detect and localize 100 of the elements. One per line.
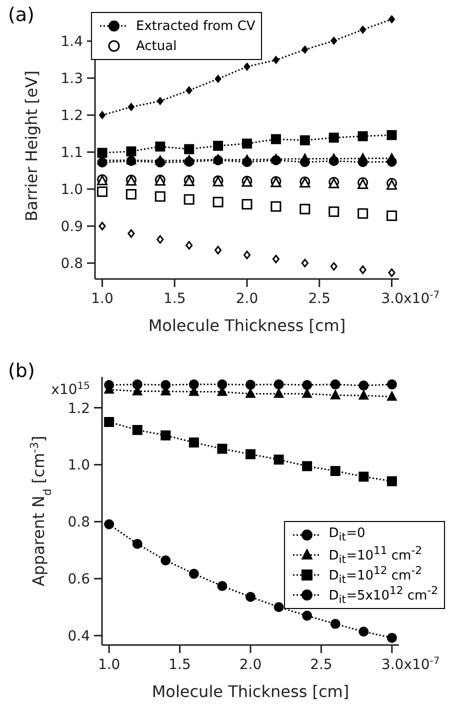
point (132, 538, 142, 549)
y-tick-label: 1.1 (60, 145, 83, 162)
point (126, 146, 136, 156)
legend-label: D$_{it}$=10$^{12}$ cm$^{-2}$ (328, 564, 422, 586)
point (246, 380, 256, 390)
point (214, 246, 222, 254)
x-tick-label: 1.0 (91, 291, 114, 307)
x-tick-label: 2.0 (239, 657, 262, 673)
point (242, 199, 252, 210)
point (388, 268, 396, 277)
point (300, 204, 310, 214)
point (155, 157, 166, 168)
y-tick-label: 0.8 (68, 514, 90, 531)
point (188, 438, 199, 448)
point (358, 472, 369, 482)
legend-label: Actual (136, 38, 177, 54)
point (104, 417, 114, 427)
point (217, 379, 228, 390)
point (160, 430, 171, 440)
point (300, 157, 310, 168)
point (213, 140, 224, 151)
point (386, 632, 397, 643)
point (156, 97, 164, 106)
point (154, 191, 166, 202)
point (243, 250, 251, 260)
point (98, 111, 106, 120)
x-tick-label: 3.0 (381, 291, 404, 307)
point (126, 189, 136, 200)
point (274, 602, 284, 612)
point (128, 229, 135, 238)
x-tick-label: 2.0 (236, 291, 258, 307)
legend-label: D$_{it}$=10$^{11}$ cm$^{-2}$ (328, 544, 422, 566)
point (186, 86, 192, 94)
chart-title: (a) (8, 4, 34, 26)
point (358, 380, 369, 391)
point (184, 156, 194, 167)
point (330, 379, 340, 390)
point (244, 62, 250, 71)
text: x10$^{-7}$ (404, 290, 440, 307)
chart-title: (b) (8, 360, 35, 382)
point (302, 461, 312, 472)
point (186, 241, 193, 250)
point (386, 476, 397, 486)
point (274, 379, 284, 390)
point (328, 132, 339, 143)
point (132, 424, 142, 435)
y-tick-label: 1.0 (60, 182, 83, 198)
y-tick-label: 1.3 (60, 71, 83, 88)
text: x10$^{15}$ (51, 380, 90, 398)
point (214, 74, 222, 83)
point (188, 568, 199, 579)
point (160, 555, 171, 566)
point (386, 130, 397, 140)
point (330, 466, 340, 476)
point (155, 142, 166, 152)
x-tick-label: 2.5 (310, 657, 332, 673)
point (270, 201, 282, 212)
y-tick-label: 1.2 (60, 108, 83, 124)
point (128, 102, 134, 111)
x-axis-title: Molecule Thickness [cm] (148, 316, 346, 335)
point (330, 390, 340, 400)
point (272, 56, 280, 64)
point (96, 186, 108, 197)
point (212, 196, 224, 208)
point (188, 379, 199, 390)
point (272, 254, 280, 264)
x-axis-title: Molecule Thickness [cm] (152, 682, 350, 701)
legend-label: D$_{it}$=0 (328, 526, 366, 544)
y-tick-label: 1.2 (68, 400, 90, 417)
point (358, 131, 368, 142)
point (246, 592, 256, 602)
y-tick-label: 0.9 (60, 219, 83, 236)
point (330, 618, 340, 629)
x-tick-label: 1.5 (168, 657, 191, 673)
y-tick-label: 0.8 (60, 256, 83, 272)
point (300, 135, 310, 146)
y-tick-label: 0.4 (68, 628, 90, 645)
y-tick-label: 0.6 (68, 572, 90, 588)
point (270, 134, 281, 144)
x-tick-label: 3.0 (381, 657, 404, 673)
y-tick-label: 1.4 (60, 34, 84, 50)
legend-label: Extracted from CV (136, 18, 256, 34)
point (328, 206, 340, 217)
point (242, 138, 252, 149)
point (274, 454, 284, 465)
point (328, 156, 339, 166)
point (302, 610, 312, 621)
point (302, 46, 308, 54)
point (386, 210, 398, 221)
point (217, 581, 228, 592)
point (274, 388, 284, 398)
point (359, 266, 366, 274)
point (184, 194, 194, 205)
point (358, 390, 369, 400)
point (386, 379, 397, 390)
point (330, 262, 338, 271)
point (242, 157, 252, 168)
point (302, 380, 312, 390)
point (330, 36, 338, 45)
point (302, 388, 312, 398)
